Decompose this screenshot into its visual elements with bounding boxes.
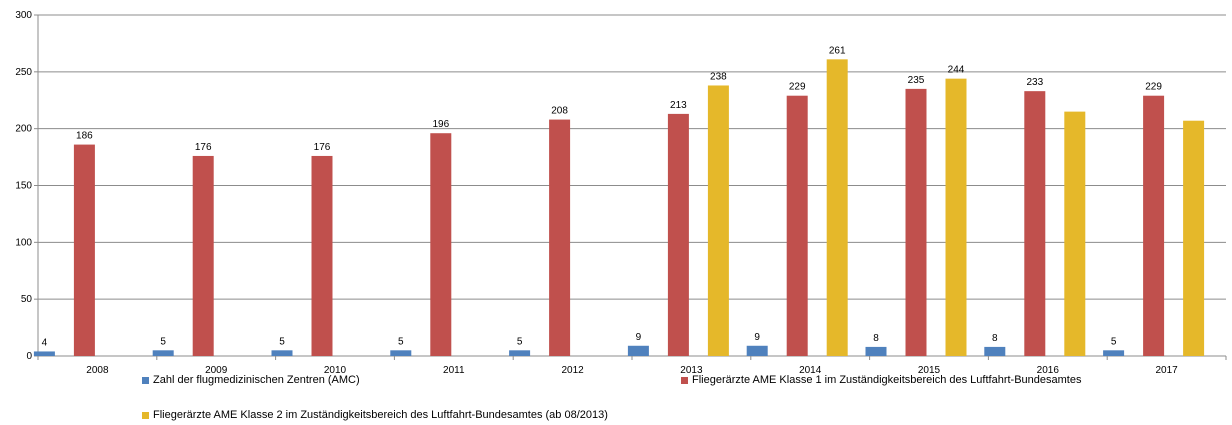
legend-item-amc: Zahl der flugmedizinischen Zentren (AMC) [142, 374, 360, 386]
bar-series-2 [1024, 91, 1046, 356]
data-label: 5 [517, 336, 523, 347]
data-label: 9 [754, 332, 760, 343]
y-axis: 0 50 100 150 200 250 300 [15, 10, 39, 362]
data-label: 4 [42, 337, 48, 348]
x-tick-label: 2009 [205, 365, 228, 376]
bar-series-1 [746, 345, 768, 356]
bar-series-1 [33, 351, 55, 356]
data-label: 196 [432, 119, 449, 130]
y-tick-label: 300 [15, 10, 32, 21]
bars [33, 59, 1205, 357]
x-tick-label: 2014 [799, 365, 822, 376]
bar-series-1 [509, 350, 531, 356]
bar-series-2 [192, 155, 214, 356]
data-label: 5 [160, 336, 166, 347]
legend-label-ame-class2: Fliegerärzte AME Klasse 2 im Zuständigke… [153, 409, 608, 421]
bar-series-2 [73, 144, 95, 356]
data-label: 229 [789, 82, 806, 93]
bar-series-1 [984, 346, 1006, 356]
legend-item-ame-class1: Fliegerärzte AME Klasse 1 im Zuständigke… [681, 374, 1081, 386]
bar-series-2 [430, 133, 452, 356]
bar-series-1 [152, 350, 174, 356]
x-tick-label: 2008 [86, 365, 109, 376]
x-tick-label: 2015 [918, 365, 941, 376]
data-label: 208 [551, 106, 568, 117]
bar-series-3 [1183, 120, 1205, 357]
data-label: 186 [76, 131, 93, 142]
gridlines [38, 14, 1226, 300]
bar-series-1 [390, 350, 412, 356]
legend-swatch-ame-class1 [681, 376, 688, 384]
data-label: 8 [873, 333, 879, 344]
y-tick-label: 50 [21, 294, 33, 305]
x-tick-label: 2011 [443, 365, 465, 376]
bar-series-1 [865, 346, 887, 356]
bar-series-3 [707, 85, 729, 357]
y-tick-label: 0 [26, 351, 32, 362]
y-tick-label: 250 [15, 67, 32, 78]
bar-series-2 [549, 119, 571, 356]
data-label: 8 [992, 333, 998, 344]
data-label: 176 [195, 142, 212, 153]
y-tick-label: 100 [15, 237, 32, 248]
bar-series-1 [1103, 350, 1125, 356]
bar-series-1 [627, 345, 649, 356]
bar-series-3 [1064, 111, 1086, 356]
legend-swatch-amc [142, 376, 149, 384]
data-label: 261 [829, 45, 846, 56]
bar-series-1 [271, 350, 293, 356]
x-tick-label: 2016 [1037, 365, 1060, 376]
bar-series-2 [905, 88, 927, 356]
data-label: 9 [636, 332, 642, 343]
legend-label-amc: Zahl der flugmedizinischen Zentren (AMC) [153, 374, 360, 386]
y-tick-label: 200 [15, 124, 32, 135]
legend-item-ame-class2: Fliegerärzte AME Klasse 2 im Zuständigke… [142, 409, 608, 421]
data-label: 176 [314, 142, 331, 153]
data-label: 233 [1026, 77, 1043, 88]
data-label: 5 [279, 336, 285, 347]
x-tick-label: 2012 [561, 365, 584, 376]
bar-series-3 [826, 59, 848, 357]
x-tick-label: 2010 [324, 365, 347, 376]
bar-series-2 [1143, 95, 1165, 356]
x-tick-label: 2017 [1155, 365, 1178, 376]
bar-series-2 [667, 113, 689, 356]
data-label: 229 [1145, 82, 1162, 93]
bar-series-3 [945, 78, 967, 357]
bar-series-2 [786, 95, 808, 356]
data-label: 235 [908, 75, 925, 86]
data-label: 213 [670, 100, 687, 111]
legend-label-ame-class1: Fliegerärzte AME Klasse 1 im Zuständigke… [692, 374, 1082, 386]
data-label: 238 [710, 71, 727, 82]
data-labels: 4 5 5 5 5 9 9 8 8 5 186 176 176 196 208 213 229 235 233 229… [42, 45, 1163, 348]
legend-swatch-ame-class2 [142, 411, 149, 419]
data-label: 244 [948, 65, 965, 76]
x-axis: 2008 2009 2010 2011 2012 2013 2014 2015 2016 2017 [37, 355, 1227, 376]
data-label: 5 [398, 336, 404, 347]
y-tick-label: 150 [15, 181, 32, 192]
x-tick-label: 2013 [680, 365, 703, 376]
data-label: 5 [1111, 336, 1117, 347]
bar-series-2 [311, 155, 333, 356]
